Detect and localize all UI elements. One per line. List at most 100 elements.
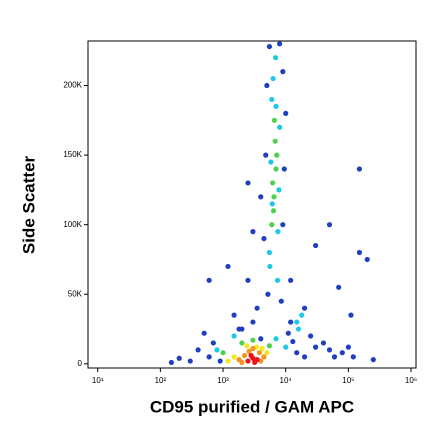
event-dot (280, 69, 286, 75)
event-dot (225, 358, 231, 364)
event-dot (231, 312, 237, 318)
event-dot (225, 263, 231, 270)
event-dot (265, 291, 271, 297)
event-dot (283, 110, 289, 116)
event-dot (348, 312, 354, 318)
event-dot (266, 43, 273, 50)
event-dot (326, 347, 333, 353)
y-tick-label: 200K (63, 81, 82, 90)
event-dot (201, 330, 207, 336)
x-tick-label: 10⁴ (280, 376, 293, 385)
event-dot (206, 354, 212, 360)
event-dot (250, 229, 256, 235)
event-dot (274, 277, 281, 283)
event-dot (195, 347, 201, 353)
event-dot (277, 124, 283, 130)
event-dot (266, 249, 273, 256)
event-dot (345, 344, 351, 350)
event-dot (263, 152, 269, 158)
event-dot (250, 337, 256, 343)
event-dot (285, 330, 291, 336)
event-dot (231, 354, 237, 360)
event-dot (267, 263, 273, 270)
x-tick-label: 10¹ (92, 376, 104, 385)
event-dot (278, 298, 284, 304)
event-dot (308, 333, 314, 339)
event-dot (301, 354, 308, 360)
event-dot (269, 201, 275, 207)
event-dot (299, 312, 305, 318)
plot-frame (87, 40, 417, 369)
event-dot (269, 222, 275, 228)
event-dot (273, 166, 279, 172)
event-dot (350, 354, 356, 360)
event-dot (288, 319, 294, 325)
event-dot (261, 354, 267, 360)
event-dot (270, 180, 276, 186)
event-dot (356, 249, 363, 256)
y-axis-title: Side Scatter (19, 155, 38, 254)
event-dot (273, 336, 279, 342)
event-dot (320, 340, 327, 346)
event-dot (277, 41, 283, 47)
event-dot (269, 96, 275, 103)
event-dot (370, 357, 376, 363)
event-dot (280, 222, 286, 228)
event-dot (270, 208, 277, 214)
y-tick-label: 150K (63, 150, 82, 159)
event-dot (176, 355, 182, 361)
event-dot (283, 344, 289, 350)
event-dot (256, 350, 262, 356)
x-tick-label: 10² (155, 376, 167, 385)
event-dot (258, 336, 264, 342)
x-axis-title: CD95 purified / GAM APC (150, 397, 354, 416)
x-tick-label: 10⁵ (342, 376, 354, 385)
event-dot (271, 194, 277, 200)
event-dot (266, 343, 273, 349)
event-dot (301, 305, 308, 311)
event-dot (268, 159, 274, 165)
x-tick-label: 10³ (217, 376, 229, 385)
event-dot (261, 235, 267, 242)
event-dot (264, 82, 270, 89)
event-dot (281, 166, 287, 172)
event-dot (264, 350, 270, 356)
event-dot (356, 166, 363, 172)
event-dot (313, 242, 319, 249)
event-dot (245, 277, 251, 283)
event-dot (206, 277, 212, 283)
event-dot (245, 180, 251, 186)
event-dot (339, 350, 345, 356)
event-dot (231, 333, 237, 339)
event-dot (239, 340, 245, 346)
event-dot (220, 350, 226, 356)
event-dot (259, 345, 265, 352)
event-dot (217, 358, 223, 364)
event-dot (248, 352, 254, 359)
event-dot (252, 359, 258, 366)
event-dot (270, 75, 276, 82)
event-dot (245, 358, 251, 364)
event-dot (290, 338, 296, 345)
event-dot (187, 358, 193, 364)
event-dot (288, 277, 294, 283)
x-tick-label: 10⁶ (405, 376, 417, 385)
event-dot (168, 359, 175, 366)
event-dot (272, 138, 278, 144)
event-dot (254, 305, 260, 311)
event-dot (214, 347, 220, 353)
event-dot (258, 194, 264, 200)
event-dot (274, 152, 280, 158)
y-tick-label: 50K (68, 289, 83, 298)
event-dot (331, 354, 338, 360)
event-dot (273, 103, 279, 109)
event-dot (276, 187, 282, 193)
event-dot (275, 229, 281, 235)
event-dot (210, 340, 216, 346)
event-dot (244, 343, 250, 349)
event-dot (246, 348, 252, 354)
event-dot (273, 55, 279, 61)
event-dot (236, 326, 242, 332)
event-dot (313, 344, 319, 350)
